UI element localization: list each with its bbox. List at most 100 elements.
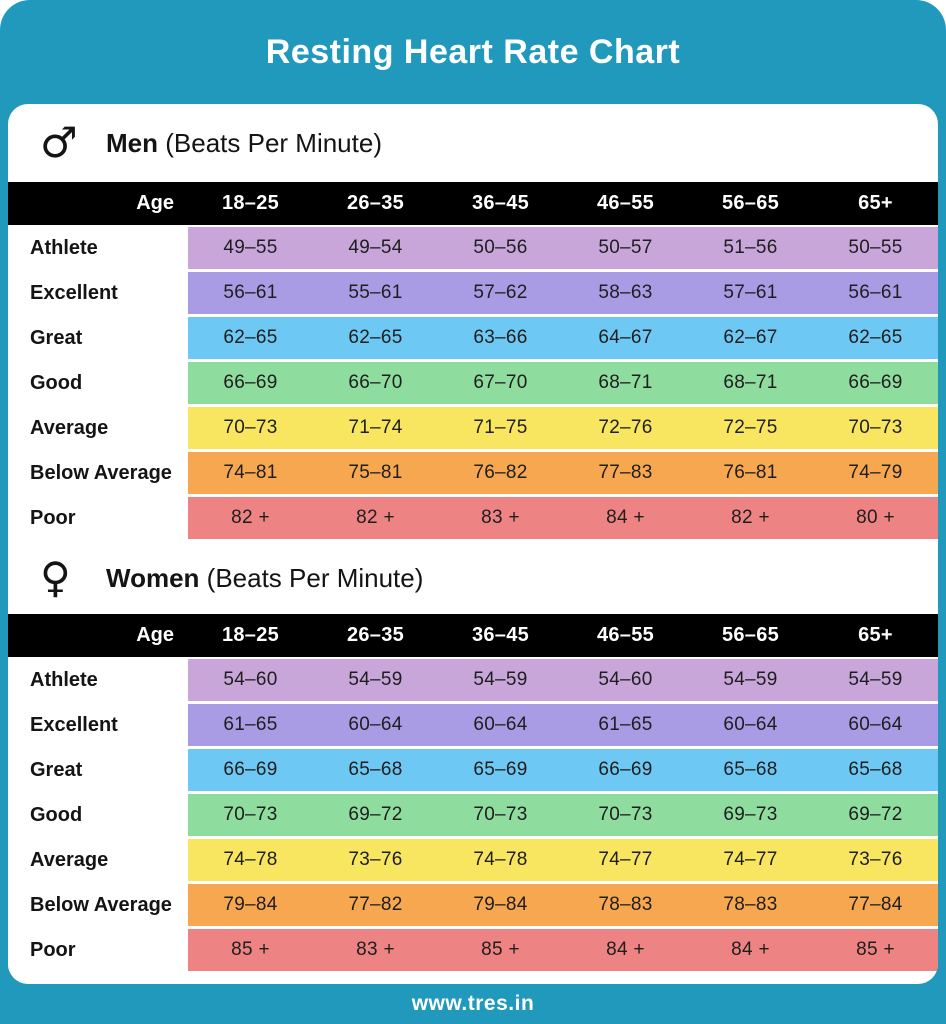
row-label: Great (8, 749, 188, 791)
bpm-cell: 60–64 (813, 704, 938, 746)
bpm-cell: 60–64 (688, 704, 813, 746)
section-subtitle: (Beats Per Minute) (165, 127, 382, 158)
bpm-cell: 79–84 (438, 884, 563, 926)
male-icon: ♂ (40, 118, 78, 167)
bpm-cell: 56–61 (188, 272, 313, 314)
bpm-cell: 54–60 (563, 659, 688, 701)
bpm-cell: 50–56 (438, 227, 563, 269)
bpm-cell: 70–73 (438, 794, 563, 836)
age-group-header: 65+ (858, 192, 893, 214)
row-label: Good (8, 794, 188, 836)
bpm-cell: 65–69 (438, 749, 563, 791)
table-row: Poor 82 +82 +83 +84 +82 +80 + (8, 497, 938, 539)
bpm-cell: 61–65 (563, 704, 688, 746)
bpm-cell: 72–76 (563, 407, 688, 449)
bpm-cell: 49–55 (188, 227, 313, 269)
bpm-cell: 73–76 (813, 839, 938, 881)
bpm-cell: 57–62 (438, 272, 563, 314)
bpm-cell: 56–61 (813, 272, 938, 314)
bpm-cell: 65–68 (813, 749, 938, 791)
table-header-row: Age 18–25 26–35 36–45 46–55 56–65 65+ (8, 182, 938, 225)
bpm-cell: 75–81 (313, 452, 438, 494)
bpm-cell: 74–81 (188, 452, 313, 494)
row-label: Good (8, 362, 188, 404)
table-row: Good 70–73 69–72 70–73 70–73 69–73 69–72 (8, 794, 938, 836)
row-label: Great (8, 317, 188, 359)
bpm-cell: 77–83 (563, 452, 688, 494)
bpm-cell: 71–75 (438, 407, 563, 449)
bpm-cell: 73–76 (313, 839, 438, 881)
bpm-cell: 54–59 (813, 659, 938, 701)
age-group-header: 18–25 (221, 192, 280, 214)
table-row: Average 70–73 71–74 71–75 72–76 72–75 70–73 (8, 407, 938, 449)
age-group-header: 18–25 (221, 624, 280, 646)
section-header: ♂ Men (Beats Per Minute) (8, 104, 938, 182)
age-group-header: 46–55 (596, 192, 655, 214)
age-group-header: 56–65 (721, 192, 780, 214)
age-group-header: 56–65 (721, 624, 780, 646)
section-header: ♀ Women (Beats Per Minute) (8, 542, 938, 614)
bpm-cell: 83 + (313, 929, 438, 971)
bpm-cell: 85 + (813, 929, 938, 971)
row-label: Excellent (8, 272, 188, 314)
bpm-cell: 58–63 (563, 272, 688, 314)
bpm-cell: 74–79 (813, 452, 938, 494)
age-label: Age (136, 624, 174, 646)
bpm-cell: 60–64 (313, 704, 438, 746)
table-row: Excellent 61–65 60–64 60–64 61–65 60–64 60–64 (8, 704, 938, 746)
section-title: Women (Beats Per Minute) (106, 562, 424, 593)
bpm-cell: 84 + (563, 929, 688, 971)
bpm-cell: 66–69 (188, 362, 313, 404)
bpm-cell: 74–77 (688, 839, 813, 881)
bpm-cell: 70–73 (188, 407, 313, 449)
table-row: Great 62–65 62–65 63–66 64–67 62–67 62–65 (8, 317, 938, 359)
row-label: Excellent (8, 704, 188, 746)
bpm-cell: 76–82 (438, 452, 563, 494)
card: ♂ Men (Beats Per Minute) Age 18–25 26–35 36… (8, 104, 938, 984)
age-label: Age (136, 192, 174, 214)
table-row: Below Average 74–81 75–81 76–82 77–83 76–81 74… (8, 452, 938, 494)
bpm-cell: 68–71 (563, 362, 688, 404)
table-body: Athlete 49–55 49–54 50–56 50–57 51–56 50–55 Exc… (8, 227, 938, 539)
bpm-cell: 76–81 (688, 452, 813, 494)
bpm-cell: 54–59 (438, 659, 563, 701)
bpm-cell: 54–59 (313, 659, 438, 701)
bpm-cell: 54–59 (688, 659, 813, 701)
table-row: Athlete 54–60 54–59 54–59 54–60 54–59 54–59 (8, 659, 938, 701)
bpm-cell: 49–54 (313, 227, 438, 269)
age-group-header: 65+ (858, 624, 893, 646)
table-row: Great 66–69 65–68 65–69 66–69 65–68 65–68 (8, 749, 938, 791)
bpm-cell: 74–77 (563, 839, 688, 881)
bpm-cell: 66–69 (563, 749, 688, 791)
bpm-cell: 77–82 (313, 884, 438, 926)
bpm-cell: 55–61 (313, 272, 438, 314)
row-label: Poor (8, 929, 188, 971)
table-row: Average 74–78 73–76 74–78 74–77 74–77 73–76 (8, 839, 938, 881)
bpm-cell: 69–72 (813, 794, 938, 836)
table-header-row: Age 18–25 26–35 36–45 46–55 56–65 65+ (8, 614, 938, 657)
bpm-cell: 82 + (188, 497, 313, 539)
table-section: ♀ Women (Beats Per Minute) Age 18–25 26–35… (8, 542, 938, 971)
bpm-cell: 71–74 (313, 407, 438, 449)
footer: www.tres.in (0, 984, 946, 1024)
row-label: Poor (8, 497, 188, 539)
bpm-cell: 66–70 (313, 362, 438, 404)
bpm-cell: 72–75 (688, 407, 813, 449)
bpm-cell: 66–69 (813, 362, 938, 404)
bpm-cell: 57–61 (688, 272, 813, 314)
section-subtitle: (Beats Per Minute) (206, 562, 424, 593)
bpm-cell: 65–68 (688, 749, 813, 791)
bpm-cell: 54–60 (188, 659, 313, 701)
bpm-cell: 85 + (438, 929, 563, 971)
bpm-cell: 64–67 (563, 317, 688, 359)
age-group-header: 36–45 (471, 624, 530, 646)
bpm-cell: 70–73 (563, 794, 688, 836)
bpm-cell: 62–67 (688, 317, 813, 359)
bpm-cell: 78–83 (688, 884, 813, 926)
age-group-header: 36–45 (471, 192, 530, 214)
bpm-cell: 84 + (563, 497, 688, 539)
bpm-cell: 65–68 (313, 749, 438, 791)
bpm-cell: 84 + (688, 929, 813, 971)
bpm-cell: 80 + (813, 497, 938, 539)
bpm-cell: 51–56 (688, 227, 813, 269)
